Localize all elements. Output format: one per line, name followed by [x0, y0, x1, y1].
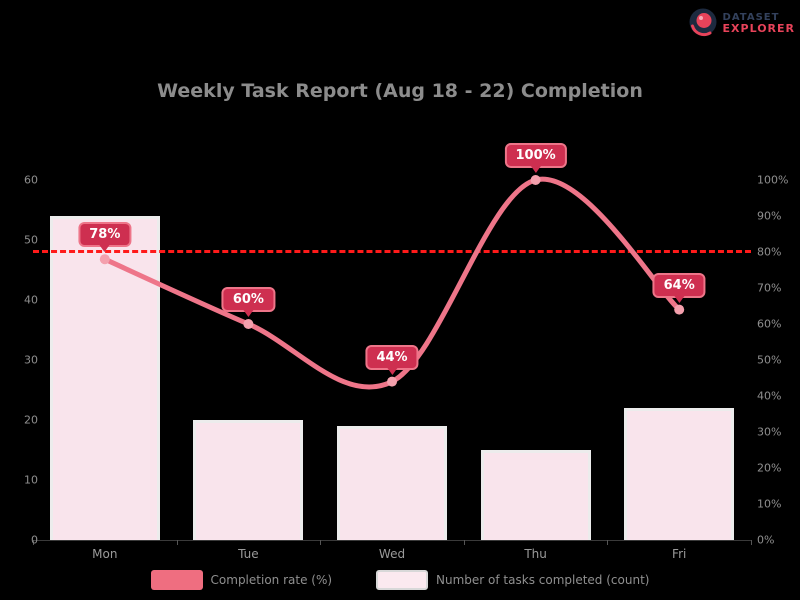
legend-item[interactable]: Completion rate (%) — [150, 570, 333, 590]
right-axis-tick-label: 30% — [757, 425, 782, 439]
legend-swatch-bar-series — [376, 570, 429, 590]
x-axis-category-label: Wed — [378, 547, 406, 561]
logo-text-line1: DATASET — [722, 11, 780, 23]
right-axis-tick-label: 40% — [757, 389, 782, 403]
right-axis-tick-label: 70% — [757, 281, 782, 295]
data-point-label-badge: 60% — [221, 287, 275, 312]
left-axis-tick-label: 20 — [24, 413, 38, 427]
right-axis-tick-label: 50% — [757, 353, 782, 367]
legend: Completion rate (%) Number of tasks compl… — [0, 570, 800, 590]
bar[interactable] — [337, 426, 447, 540]
bar[interactable] — [480, 450, 591, 540]
x-axis-tick — [320, 540, 322, 545]
right-axis-tick-label: 80% — [757, 245, 782, 259]
left-axis-tick-label: 10 — [24, 473, 38, 487]
bar[interactable] — [49, 216, 160, 540]
x-axis-tick — [33, 540, 34, 545]
legend-swatch-line-series — [150, 570, 203, 590]
right-axis-tick-label: 20% — [757, 461, 782, 475]
left-axis-tick-label: 30 — [24, 353, 38, 367]
x-axis-line — [33, 540, 751, 541]
legend-label: Number of tasks completed (count) — [436, 573, 650, 587]
chart-title: Weekly Task Report (Aug 18 - 22) Complet… — [157, 80, 643, 102]
bar[interactable] — [624, 408, 735, 540]
legend-item[interactable]: Number of tasks completed (count) — [376, 570, 649, 590]
line-data-point[interactable] — [243, 319, 254, 329]
data-point-label-badge: 44% — [365, 344, 419, 370]
x-axis-category-label: Tue — [238, 547, 259, 561]
right-axis-tick-label: 100% — [757, 173, 789, 187]
bar[interactable] — [193, 420, 304, 540]
right-axis-tick-label: 90% — [757, 209, 782, 223]
right-axis-tick-label: 60% — [757, 317, 782, 331]
data-point-label-badge: 64% — [652, 272, 706, 298]
left-axis-tick-label: 0 — [31, 533, 38, 547]
x-axis-category-label: Mon — [92, 547, 118, 561]
logo-text-line2: EXPLORER — [722, 22, 795, 36]
x-axis-tick — [176, 540, 178, 545]
x-axis-tick — [607, 540, 609, 545]
x-axis-category-label: Thu — [524, 547, 547, 561]
data-point-label-badge: 100% — [504, 143, 567, 168]
x-axis-tick — [751, 540, 752, 545]
right-axis-tick-label: 0% — [757, 533, 775, 547]
line-data-point[interactable] — [387, 376, 397, 387]
line-data-point[interactable] — [674, 304, 685, 315]
x-axis-category-label: Fri — [672, 547, 687, 561]
legend-label: Completion rate (%) — [210, 573, 333, 587]
data-point-label-badge: 78% — [78, 222, 132, 248]
x-axis-tick — [463, 540, 465, 545]
aperture-logo-icon — [688, 7, 718, 41]
left-axis-tick-label: 60 — [24, 173, 38, 187]
left-axis-tick-label: 50 — [24, 233, 38, 247]
left-axis-tick-label: 40 — [24, 293, 38, 307]
line-data-point[interactable] — [530, 175, 541, 185]
threshold-line — [33, 250, 751, 253]
logo: DATASET EXPLORER — [688, 7, 795, 41]
right-axis-tick-label: 10% — [757, 497, 782, 511]
